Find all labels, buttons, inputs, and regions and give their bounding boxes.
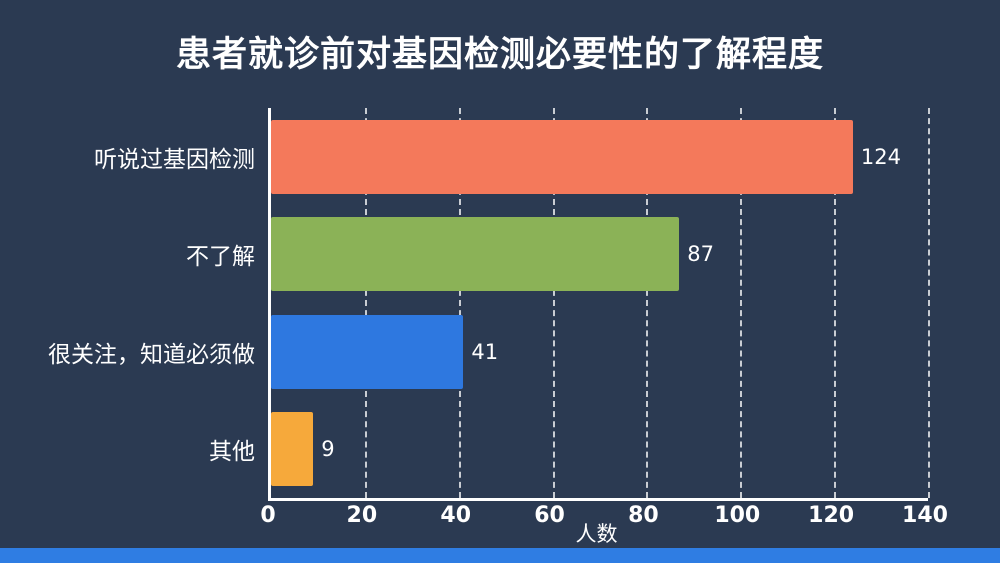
plot-area: 听说过基因检测 124 不了解 87 很关注，知道必须做 41 其他 9 (48, 108, 930, 501)
bottom-accent-bar (0, 548, 1000, 563)
x-axis: 0 20 40 60 80 100 120 140 (260, 503, 948, 529)
category-label: 很关注，知道必须做 (48, 341, 255, 368)
x-tick-label: 80 (628, 503, 659, 528)
bar-row: 不了解 87 (186, 206, 928, 304)
category-label: 不了解 (186, 244, 255, 271)
x-axis-label: 人数 (575, 522, 618, 546)
gridline (740, 108, 743, 498)
value-label: 124 (860, 144, 901, 169)
category-label: 其他 (209, 439, 255, 466)
chart-title: 患者就诊前对基因检测必要性的了解程度 (175, 35, 824, 75)
x-tick-label: 140 (902, 503, 948, 528)
bar[interactable] (271, 314, 464, 389)
gridline (646, 108, 649, 498)
bar[interactable] (271, 412, 314, 487)
gridline (928, 108, 930, 498)
gridline (364, 108, 367, 498)
bar[interactable] (271, 119, 853, 194)
x-tick-label: 0 (260, 503, 276, 528)
bar-row: 其他 9 (209, 401, 928, 499)
value-label: 9 (321, 437, 335, 462)
gridline (552, 108, 555, 498)
value-label: 41 (471, 339, 499, 364)
gridline (834, 108, 837, 498)
x-tick-label: 120 (808, 503, 855, 528)
x-tick-label: 20 (346, 503, 378, 528)
x-tick-label: 60 (534, 503, 565, 528)
bar-row: 听说过基因检测 124 (94, 108, 928, 206)
x-tick-label: 40 (440, 503, 472, 528)
bar-row: 很关注，知道必须做 41 (48, 303, 928, 401)
category-label: 听说过基因检测 (94, 146, 255, 173)
bar[interactable] (271, 217, 680, 292)
gridline (458, 108, 461, 498)
value-label: 87 (687, 242, 714, 267)
x-tick-label: 100 (714, 503, 761, 528)
